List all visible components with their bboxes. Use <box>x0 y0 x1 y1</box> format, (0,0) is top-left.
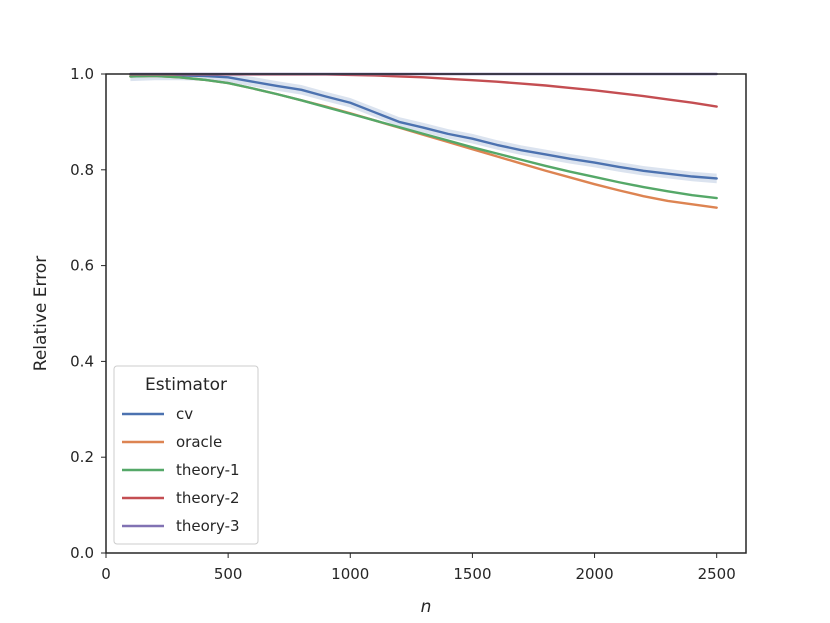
legend: Estimator cv oracle theory-1 theory-2 theory… <box>113 365 259 545</box>
legend-label-theory-1: theory-1 <box>176 461 240 479</box>
legend-label-theory-3: theory-3 <box>176 517 240 535</box>
series-layer <box>129 72 718 209</box>
legend-title: Estimator <box>145 375 227 395</box>
y-tick-label: 1.0 <box>70 65 94 83</box>
legend-label-theory-2: theory-2 <box>176 489 240 507</box>
x-tick-label: 1500 <box>453 565 491 583</box>
y-tick-label: 0.6 <box>70 257 94 275</box>
y-tick-label: 0.8 <box>70 161 94 179</box>
y-axis-label: Relative Error <box>31 256 51 371</box>
x-tick-label: 1000 <box>331 565 369 583</box>
legend-box <box>113 365 259 545</box>
series-line-theory-1 <box>129 74 718 200</box>
series-line-oracle <box>129 74 718 209</box>
x-tick-label: 2500 <box>698 565 736 583</box>
x-axis-label: n <box>421 597 432 617</box>
x-axis: 0 500 1000 1500 2000 2500 <box>101 553 736 583</box>
y-tick-label: 0.2 <box>70 448 94 466</box>
legend-label-oracle: oracle <box>176 433 222 451</box>
y-axis: 0.0 0.2 0.4 0.6 0.8 1.0 <box>70 65 106 562</box>
x-tick-label: 500 <box>214 565 243 583</box>
x-tick-label: 0 <box>101 565 111 583</box>
x-tick-label: 2000 <box>575 565 613 583</box>
y-tick-label: 0.4 <box>70 352 94 370</box>
series-line-cv <box>129 74 718 180</box>
plot-frame <box>105 73 747 554</box>
y-tick-label: 0.0 <box>70 544 94 562</box>
legend-label-cv: cv <box>176 405 193 423</box>
legend-items: cv oracle theory-1 theory-2 theory-3 <box>122 405 240 535</box>
